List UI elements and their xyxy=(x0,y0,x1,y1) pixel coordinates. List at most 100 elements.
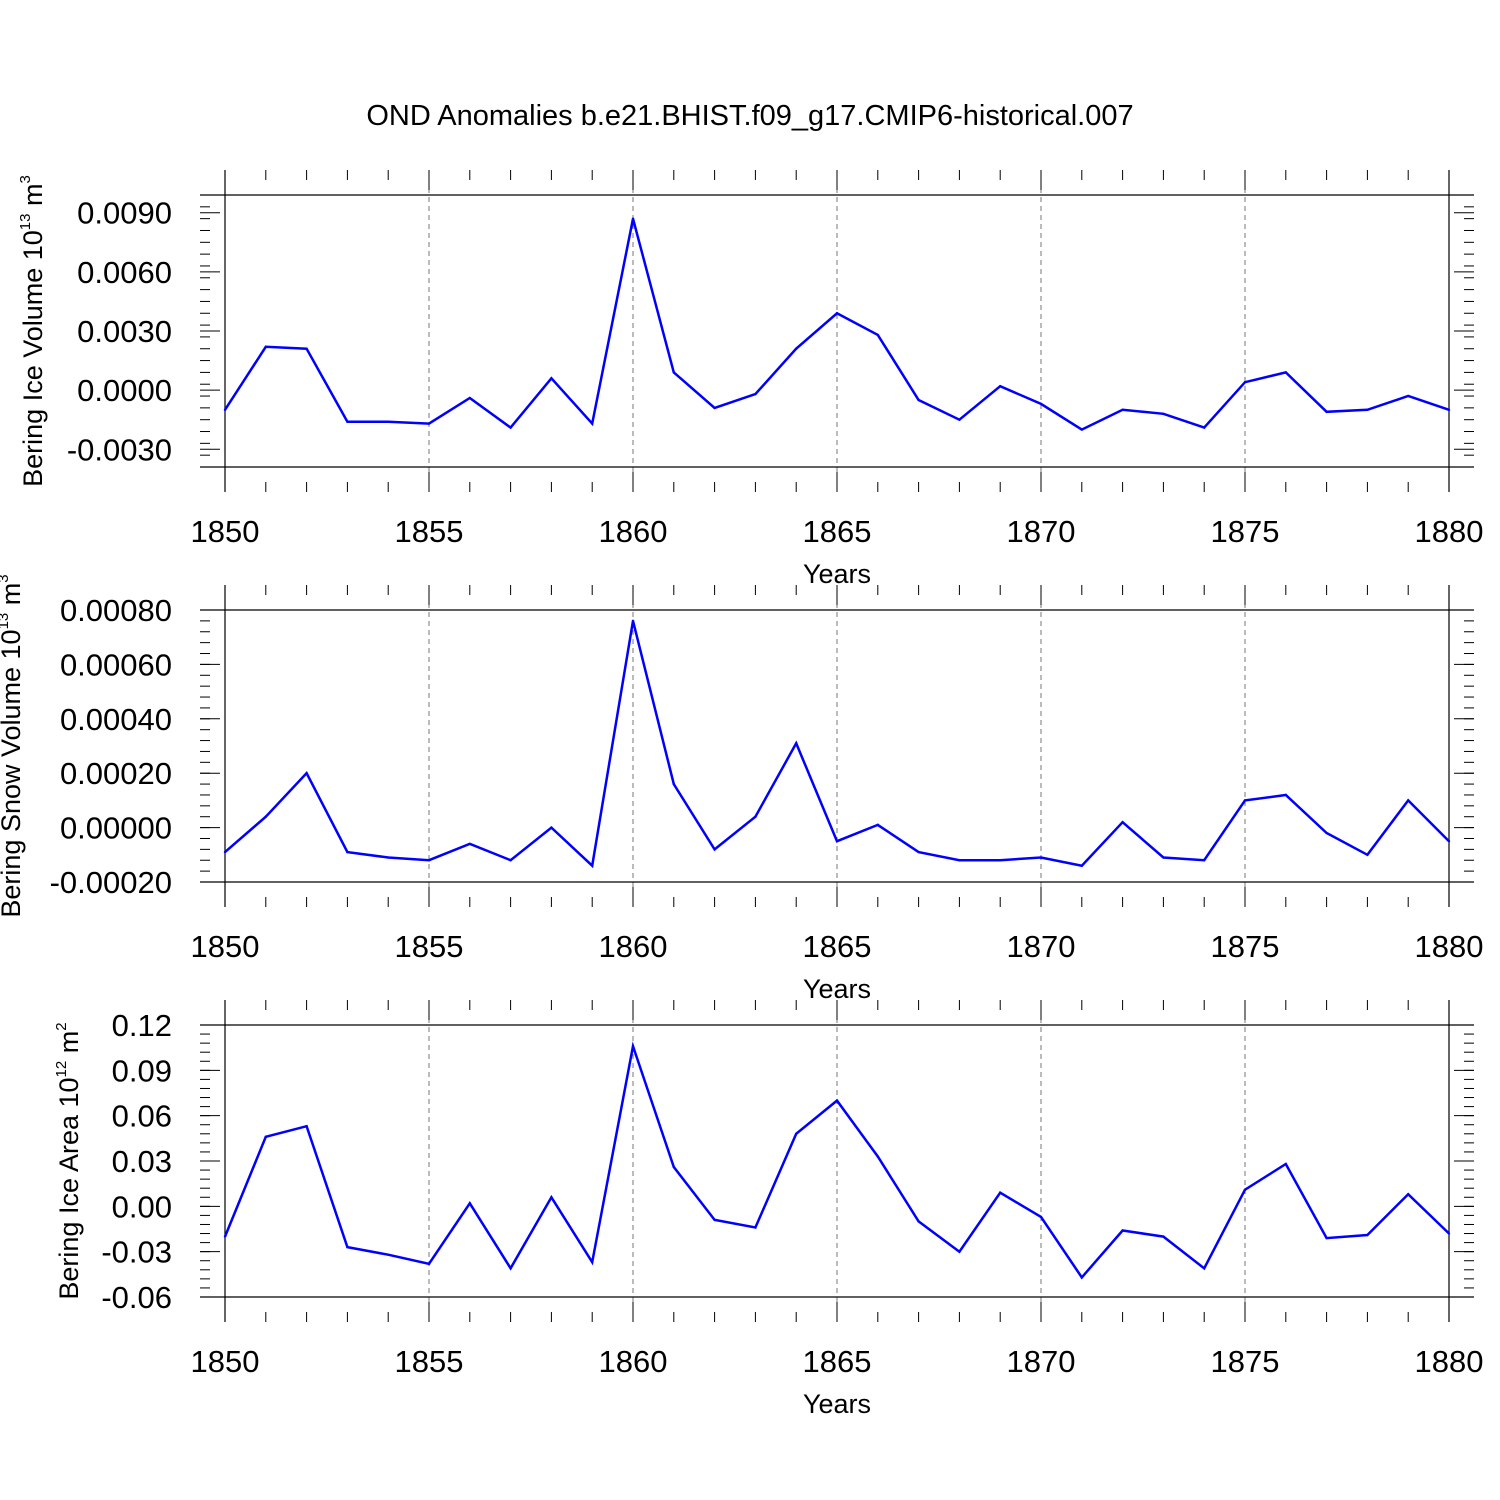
data-point xyxy=(1407,1193,1410,1196)
data-point xyxy=(1080,1276,1084,1279)
series-line-ice-area xyxy=(223,1041,1450,1280)
data-point xyxy=(1121,1229,1124,1232)
y-tick-label: 0.00000 xyxy=(60,811,172,846)
y-tick-label: 0.12 xyxy=(112,1008,172,1043)
data-point xyxy=(387,420,390,423)
y-tick-label: 0.0060 xyxy=(77,255,172,290)
data-point xyxy=(1243,799,1247,802)
data-point xyxy=(264,1135,267,1139)
data-point xyxy=(1162,856,1165,859)
data-point xyxy=(1407,799,1410,802)
data-point xyxy=(754,392,757,396)
data-point xyxy=(754,815,757,818)
y-tick-label: 0.00060 xyxy=(60,647,172,682)
data-point xyxy=(835,840,839,843)
data-point xyxy=(1284,1162,1288,1166)
data-point xyxy=(835,1099,839,1102)
data-point xyxy=(835,312,839,315)
data-point xyxy=(223,408,227,412)
y-tick-label: 0.00 xyxy=(112,1189,172,1224)
data-point xyxy=(876,1155,879,1158)
data-point xyxy=(1162,1235,1165,1238)
data-point xyxy=(713,1218,716,1222)
x-tick-label: 1855 xyxy=(395,514,464,549)
panel-ice-area: -0.06 -0.03 0.00 0.03 0.06 0.09 0.12 1850 1855 18… xyxy=(53,1000,1483,1419)
data-point xyxy=(1325,1236,1328,1240)
x-tick-label: 1860 xyxy=(599,514,668,549)
data-point xyxy=(1284,371,1288,374)
data-point xyxy=(346,1245,349,1249)
data-point xyxy=(917,1220,920,1223)
y-axis-title: Bering Ice Volume 1013 m3 xyxy=(17,175,48,487)
data-point xyxy=(305,772,308,775)
y-tick-label: 0.09 xyxy=(112,1053,172,1088)
data-point xyxy=(550,377,553,380)
data-point xyxy=(305,1125,308,1128)
data-point xyxy=(1284,793,1288,797)
data-point xyxy=(1447,408,1451,412)
data-point xyxy=(1366,1233,1369,1237)
y-tick-label: 0.00020 xyxy=(60,756,172,791)
data-point xyxy=(223,850,227,854)
data-point xyxy=(427,859,431,862)
data-point xyxy=(917,398,920,402)
x-tick-label: 1865 xyxy=(803,929,872,964)
data-point xyxy=(795,1132,798,1136)
y-axis-title: Bering Ice Area 1012 m2 xyxy=(53,1022,84,1299)
data-point xyxy=(1243,381,1247,384)
y-tick-label: -0.06 xyxy=(101,1280,172,1315)
data-point xyxy=(999,1191,1002,1194)
panel-snow-volume: -0.00020 0.00000 0.00020 0.00040 0.00060 0.00… xyxy=(0,574,1483,1004)
x-tick-label: 1855 xyxy=(395,1344,464,1379)
data-point xyxy=(713,848,716,851)
data-point xyxy=(999,384,1002,388)
data-point xyxy=(631,619,635,623)
data-point xyxy=(876,333,879,337)
y-tick-label: 0.0030 xyxy=(77,314,172,349)
data-point xyxy=(509,1267,512,1270)
x-tick-label: 1880 xyxy=(1415,929,1484,964)
data-point xyxy=(1366,853,1369,856)
x-tick-label: 1875 xyxy=(1211,1344,1280,1379)
y-tick-label: -0.03 xyxy=(101,1235,172,1270)
data-point xyxy=(387,1253,390,1256)
data-point xyxy=(509,426,512,429)
data-point xyxy=(1447,840,1451,843)
data-point xyxy=(795,742,798,745)
y-tick-label: 0.03 xyxy=(112,1144,172,1179)
data-point xyxy=(509,859,512,862)
data-point xyxy=(264,345,267,348)
x-axis-title: Years xyxy=(803,974,871,1004)
data-point xyxy=(1243,1188,1247,1191)
data-point xyxy=(1325,831,1328,835)
data-point xyxy=(672,371,675,374)
x-tick-label: 1865 xyxy=(803,514,872,549)
y-tick-label: -0.00020 xyxy=(50,865,172,900)
data-point xyxy=(999,859,1002,862)
data-point xyxy=(1080,428,1084,431)
x-tick-label: 1870 xyxy=(1007,514,1076,549)
data-point xyxy=(1121,408,1124,412)
data-point xyxy=(427,422,431,425)
data-point xyxy=(591,422,594,425)
data-point xyxy=(958,418,961,421)
data-point xyxy=(631,1044,635,1048)
data-point xyxy=(795,347,798,350)
data-point xyxy=(958,859,961,862)
data-point xyxy=(346,420,349,423)
x-tick-label: 1860 xyxy=(599,929,668,964)
data-point xyxy=(754,1226,757,1229)
data-point xyxy=(1080,864,1084,867)
x-tick-label: 1880 xyxy=(1415,1344,1484,1379)
data-point xyxy=(427,1262,431,1265)
data-point xyxy=(468,842,471,846)
x-tick-label: 1850 xyxy=(191,514,260,549)
x-tick-label: 1865 xyxy=(803,1344,872,1379)
data-point xyxy=(346,850,349,854)
data-point xyxy=(1203,1267,1206,1270)
data-point xyxy=(591,1261,594,1264)
x-tick-label: 1875 xyxy=(1211,929,1280,964)
y-tick-label: 0.0090 xyxy=(77,196,172,231)
data-point xyxy=(631,217,635,220)
